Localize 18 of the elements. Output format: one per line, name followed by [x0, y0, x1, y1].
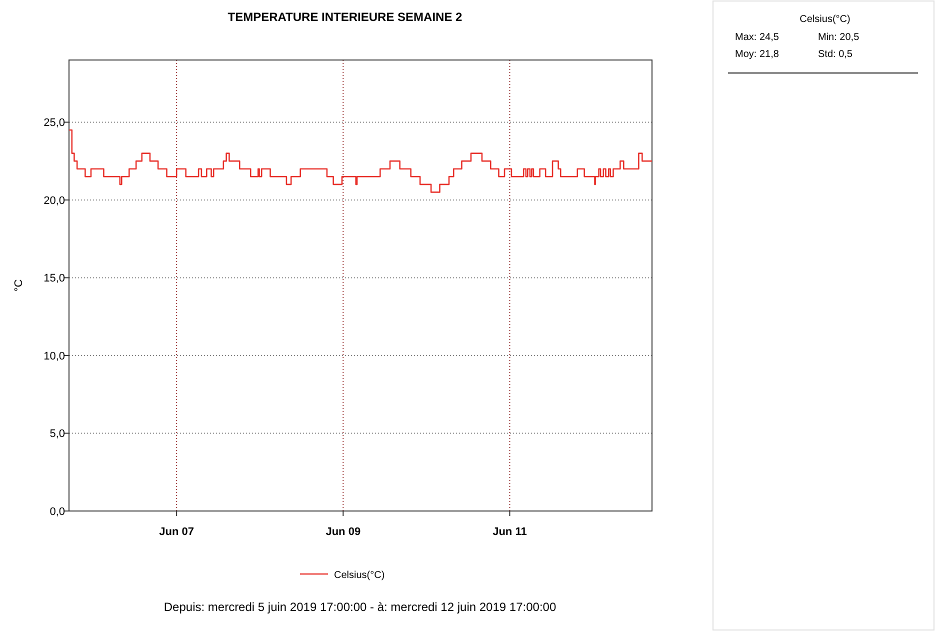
legend-label: Celsius(°C) — [334, 570, 385, 581]
text: Min: 20,5 — [818, 32, 860, 43]
text: Depuis: mercredi 5 juin 2019 17:00:00 - à: mercredi 12 juin 2019 17:00:00 — [164, 600, 556, 614]
text: Moy: 21,8 — [735, 49, 780, 60]
text: Celsius(°C) — [800, 14, 850, 25]
x-tick-label: Jun 07 — [159, 526, 194, 538]
y-tick-label: 20,0 — [44, 194, 65, 207]
y-tick-label: 15,0 — [44, 272, 65, 285]
y-axis-title: °C — [13, 279, 25, 292]
x-tick-label: Jun 11 — [492, 526, 527, 538]
y-tick-label: 10,0 — [44, 350, 65, 362]
text: Std: 0,5 — [818, 49, 853, 60]
text: Max: 24,5 — [735, 32, 780, 43]
y-tick-label: 5,0 — [50, 428, 65, 440]
chart-title: TEMPERATURE INTERIEURE SEMAINE 2 — [228, 10, 463, 24]
y-tick-label: 25,0 — [44, 117, 65, 130]
x-tick-label: Jun 09 — [326, 526, 361, 538]
y-tick-label: 0,0 — [50, 506, 65, 518]
